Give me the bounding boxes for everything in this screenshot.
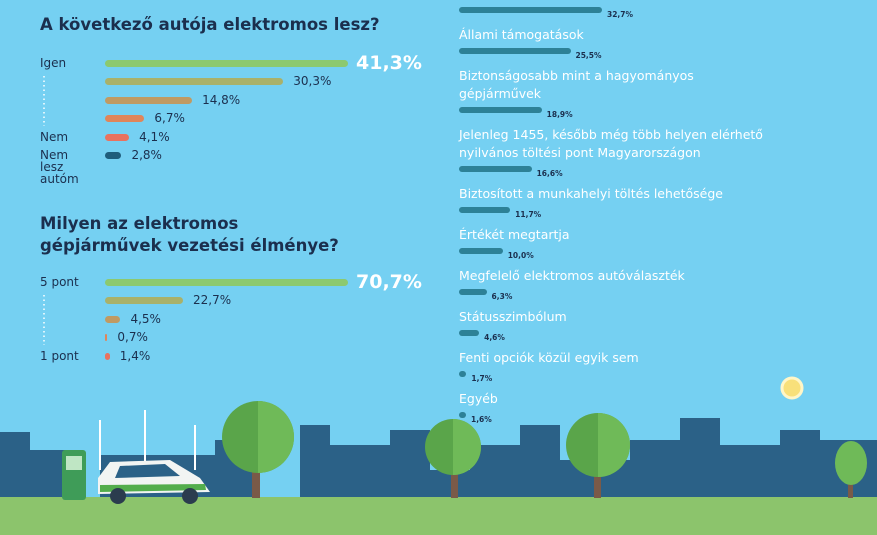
bar <box>105 133 130 141</box>
bar <box>105 315 121 323</box>
bar-row: 16,6% <box>459 162 789 178</box>
value-label: 11,7% <box>515 209 542 219</box>
bar-row: 32,7% <box>459 3 789 19</box>
category-label: Egyéb <box>459 391 498 406</box>
ranking-item: Biztosított a munkahelyi töltés lehetősé… <box>459 185 789 219</box>
bar <box>459 107 542 113</box>
value-label: 0,7% <box>117 330 148 345</box>
bar <box>459 207 511 213</box>
bar-row: 6,3% <box>459 285 789 301</box>
value-label: 2,8% <box>131 148 162 162</box>
bar <box>105 352 110 360</box>
value-label: 4,1% <box>139 129 170 144</box>
category-label: Jelenleg 1455, később még több helyen el… <box>459 127 763 160</box>
bar-row: 10,0% <box>459 244 789 260</box>
category-label: Nem <box>40 129 69 144</box>
bar <box>459 371 467 377</box>
bar-row: 25,5% <box>459 44 789 60</box>
value-label: 4,6% <box>484 332 505 342</box>
value-label: 70,7% <box>356 271 422 293</box>
category-label: Igen <box>40 56 67 70</box>
ranking-item: Megfelelő elektromos autóválaszték 6,3% <box>459 267 789 301</box>
chart-title: A következő autója elektromos lesz? <box>40 15 380 34</box>
category-label: Értékét megtartja <box>459 227 570 242</box>
value-label: 16,6% <box>536 168 563 178</box>
bar <box>459 248 503 254</box>
bar <box>105 279 348 286</box>
bar <box>459 166 532 172</box>
bar <box>105 96 193 104</box>
ranking-item: Státusszimbólum 4,6% <box>459 308 789 342</box>
category-label: Fenti opciók közül egyik sem <box>459 350 639 365</box>
value-label: 1,4% <box>119 348 151 363</box>
ranking-item: Egyéb 1,6% <box>459 390 789 424</box>
value-label: 1,6% <box>470 414 492 424</box>
value-label: 18,9% <box>546 109 573 119</box>
chart-title: Milyen az elektromos gépjárművek vezetés… <box>40 214 339 255</box>
bar <box>459 412 466 418</box>
bar <box>459 7 602 13</box>
category-label: 5 pont <box>40 275 79 289</box>
bar <box>105 297 184 305</box>
ranking-item: Fenti opciók közül egyik sem 1,7% <box>459 349 789 383</box>
bar-row: 4,6% <box>459 326 789 342</box>
value-label: 25,5% <box>575 50 602 60</box>
category-label: Státusszimbólum <box>459 309 567 324</box>
category-label: Állami támogatások <box>459 27 584 42</box>
value-label: 30,3% <box>293 74 332 89</box>
bar <box>105 60 348 67</box>
value-label: 6,7% <box>154 111 185 126</box>
bar <box>105 78 284 86</box>
ranking-item: Értékét megtartja 10,0% <box>459 226 789 260</box>
value-label: 1,7% <box>471 373 493 383</box>
value-label: 41,3% <box>356 52 422 74</box>
bar <box>105 152 122 159</box>
category-label: Megfelelő elektromos autóválaszték <box>459 268 685 283</box>
category-label: Nem lesz autóm <box>40 148 79 186</box>
value-label: 4,5% <box>130 311 161 326</box>
value-label: 14,8% <box>202 92 241 107</box>
ranking-item: Biztonságosabb mint a hagyományos gépjár… <box>459 67 789 119</box>
ranking-item: 32,7% <box>459 0 789 19</box>
ranking-item: Állami támogatások 25,5% <box>459 26 789 60</box>
bar <box>459 48 571 54</box>
bar-row: 1,6% <box>459 408 789 424</box>
bar <box>105 334 108 342</box>
ranking-list: 32,7% Állami támogatások 25,5% Biztonságosa… <box>459 0 789 431</box>
category-label: Biztosított a munkahelyi töltés lehetősé… <box>459 186 723 201</box>
category-label: Biztonságosabb mint a hagyományos gépjár… <box>459 68 694 101</box>
bar-row: 1,7% <box>459 367 789 383</box>
value-label: 6,3% <box>491 291 513 301</box>
value-label: 22,7% <box>193 293 232 308</box>
bar-row: 11,7% <box>459 203 789 219</box>
bar <box>459 289 487 295</box>
ranking-item: Jelenleg 1455, később még több helyen el… <box>459 126 789 178</box>
bar <box>105 115 145 123</box>
value-label: 32,7% <box>607 9 634 19</box>
bar-row: 18,9% <box>459 103 789 119</box>
bar <box>459 330 480 336</box>
category-label: 1 pont <box>40 348 79 363</box>
value-label: 10,0% <box>507 250 534 260</box>
